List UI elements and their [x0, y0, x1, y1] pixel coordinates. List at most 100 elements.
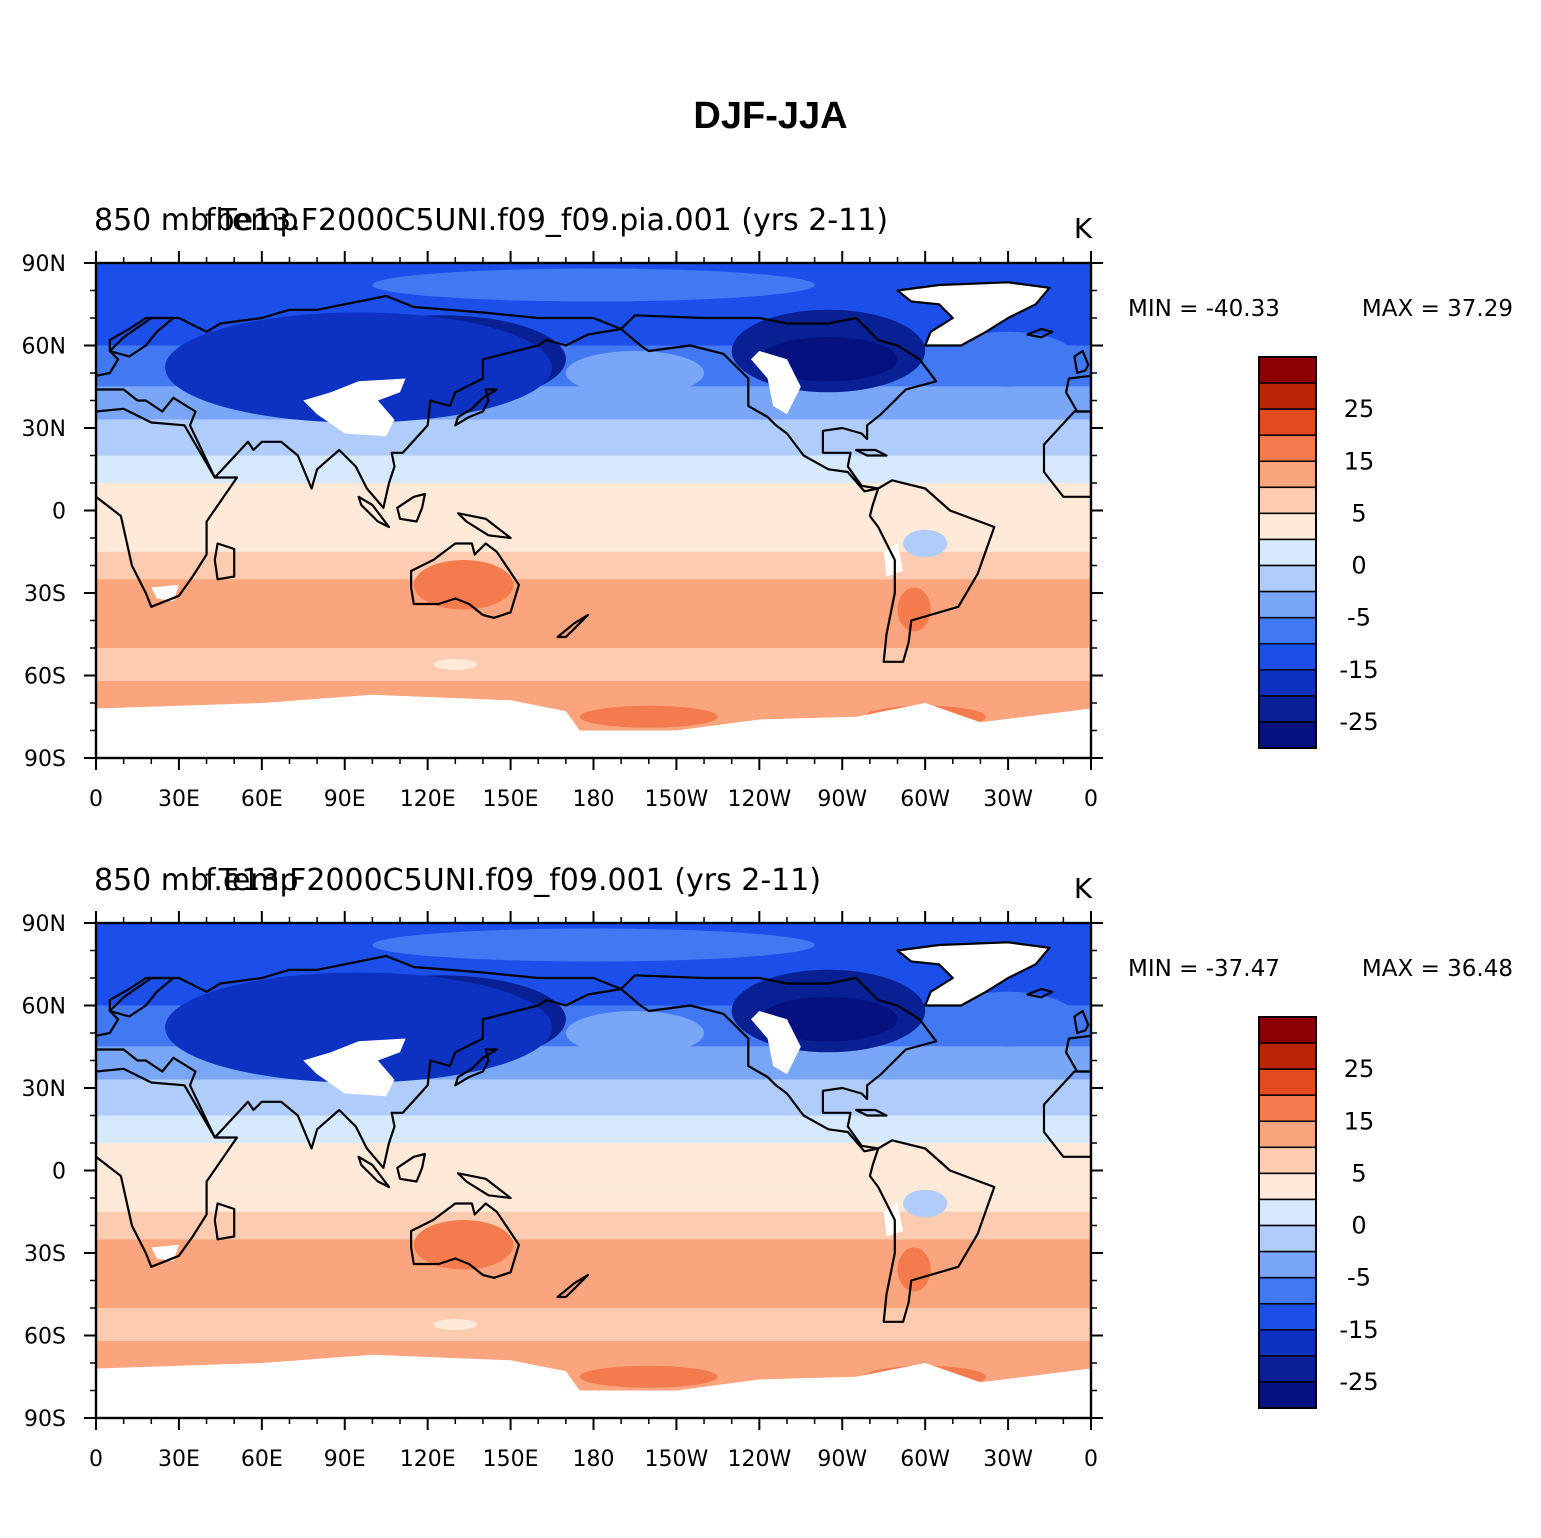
colorbar-label: -15	[1339, 656, 1378, 684]
colorbar-box	[1258, 564, 1317, 593]
colorbar-box	[1258, 408, 1317, 436]
min-label: MIN = -37.47	[1128, 956, 1280, 982]
lon-tick-label: 60E	[241, 787, 283, 812]
map-panel-bottom: 0 30E 60E 90E 120E 150E 180 150W 120W 90W 60W 30W 0 9…	[0, 840, 1541, 1500]
lat-tick-label: 0	[52, 500, 66, 525]
lat-tick-label: 90N	[22, 252, 66, 277]
colorbar-box	[1258, 669, 1317, 697]
colorbar-box	[1258, 1042, 1317, 1070]
colorbar-box	[1258, 1094, 1317, 1123]
colorbar-label: -25	[1339, 1368, 1378, 1396]
figure-title: DJF-JJA	[693, 95, 848, 137]
lon-tick-label: 150W	[645, 787, 709, 812]
colorbar-box	[1258, 1250, 1317, 1279]
lon-tick-label: 90W	[817, 787, 867, 812]
colorbar-label: 0	[1351, 1212, 1366, 1240]
lon-tick-label: 180	[573, 787, 615, 812]
colorbar-box	[1258, 1276, 1317, 1305]
lon-tick-label: 0	[89, 787, 103, 812]
lat-tick-label: 60N	[22, 335, 66, 360]
colorbar-box	[1258, 1381, 1317, 1409]
lon-tick-label: 0	[1084, 787, 1098, 812]
lon-tick-label: 150E	[483, 787, 539, 812]
lat-tick-label: 60S	[24, 665, 66, 690]
coastlines	[96, 941, 1091, 1323]
map-svg: 0 30E 60E 90E 120E 150E 180 150W 120W 90W 60W 30W 09…	[22, 203, 1513, 812]
lat-tick-label: 90S	[24, 1407, 66, 1432]
max-label: MAX = 36.48	[1362, 956, 1513, 982]
colorbar-label: -5	[1347, 604, 1371, 632]
coastlines	[96, 281, 1091, 663]
min-label: MIN = -40.33	[1128, 296, 1280, 322]
colorbar-box	[1258, 434, 1317, 463]
colorbar-label: 5	[1351, 1159, 1366, 1187]
lon-tick-label: 150W	[645, 1447, 709, 1472]
lat-tick-label: 60N	[22, 995, 66, 1020]
lon-tick-label: 30E	[158, 787, 200, 812]
colorbar-box	[1258, 460, 1317, 489]
left-title: 850 mb Temp	[94, 863, 299, 898]
colorbar-label: 0	[1351, 552, 1366, 580]
colorbar-label: -5	[1347, 1264, 1371, 1292]
colorbar-box	[1258, 382, 1317, 410]
colorbar-box	[1258, 486, 1317, 515]
lon-tick-label: 180	[573, 1447, 615, 1472]
colorbar-box	[1258, 1302, 1317, 1331]
lat-tick-label: 30S	[24, 582, 66, 607]
lon-tick-label: 90E	[324, 787, 366, 812]
lat-tick-label: 30N	[22, 1077, 66, 1102]
temperature-field	[96, 923, 1091, 1418]
lon-tick-label: 30W	[983, 1447, 1033, 1472]
colorbar-box	[1258, 1068, 1317, 1096]
lon-tick-label: 120W	[727, 1447, 791, 1472]
case-title: f.e13.F2000C5UNI.f09_f09.001 (yrs 2-11)	[205, 863, 821, 898]
lon-tick-label: 120W	[727, 787, 791, 812]
colorbar-box	[1258, 695, 1317, 723]
colorbar-label: -25	[1339, 708, 1378, 736]
colorbar: 25 15 5 0 -5 -15 -25	[1258, 1016, 1379, 1409]
map-panel-top: 0 30E 60E 90E 120E 150E 180 150W 120W 90W 60W 30W 0 9…	[0, 180, 1541, 840]
colorbar-box	[1258, 1198, 1317, 1227]
lon-tick-label: 90W	[817, 1447, 867, 1472]
lon-tick-label: 120E	[400, 1447, 456, 1472]
colorbar-label: 25	[1344, 1055, 1375, 1083]
lon-tick-label: 90E	[324, 1447, 366, 1472]
colorbar-box	[1258, 1016, 1317, 1044]
colorbar-box	[1258, 642, 1317, 671]
colorbar-box	[1258, 590, 1317, 619]
lat-tick-label: 60S	[24, 1325, 66, 1350]
units-label: K	[1074, 872, 1093, 905]
colorbar-box	[1258, 1146, 1317, 1175]
colorbar-box	[1258, 721, 1317, 749]
lon-tick-label: 150E	[483, 1447, 539, 1472]
colorbar-label: 25	[1344, 395, 1375, 423]
max-label: MAX = 37.29	[1362, 296, 1513, 322]
temperature-field	[96, 263, 1091, 758]
colorbar-label: -15	[1339, 1316, 1378, 1344]
colorbar-box	[1258, 512, 1317, 541]
colorbar-box	[1258, 1355, 1317, 1383]
colorbar-box	[1258, 1120, 1317, 1149]
lon-tick-label: 60W	[900, 1447, 950, 1472]
colorbar-label: 5	[1351, 499, 1366, 527]
lat-tick-label: 90N	[22, 912, 66, 937]
lon-tick-label: 30W	[983, 787, 1033, 812]
lon-tick-label: 60E	[241, 1447, 283, 1472]
colorbar: 25 15 5 0 -5 -15 -25	[1258, 356, 1379, 749]
colorbar-box	[1258, 538, 1317, 567]
map-svg: 0 30E 60E 90E 120E 150E 180 150W 120W 90W 60W 30W 0 9…	[22, 863, 1513, 1472]
lat-tick-label: 90S	[24, 747, 66, 772]
lon-tick-label: 60W	[900, 787, 950, 812]
lon-tick-label: 30E	[158, 1447, 200, 1472]
lon-tick-label: 0	[1084, 1447, 1098, 1472]
units-label: K	[1074, 212, 1093, 245]
lon-tick-label: 120E	[400, 787, 456, 812]
lat-tick-label: 30S	[24, 1242, 66, 1267]
colorbar-label: 15	[1344, 1107, 1375, 1135]
case-title: fbe13.F2000C5UNI.f09_f09.pia.001 (yrs 2-…	[205, 203, 888, 238]
colorbar-box	[1258, 356, 1317, 384]
colorbar-box	[1258, 616, 1317, 645]
colorbar-box	[1258, 1224, 1317, 1253]
lat-tick-label: 30N	[22, 417, 66, 442]
left-title: 850 mb Temp	[94, 203, 299, 238]
